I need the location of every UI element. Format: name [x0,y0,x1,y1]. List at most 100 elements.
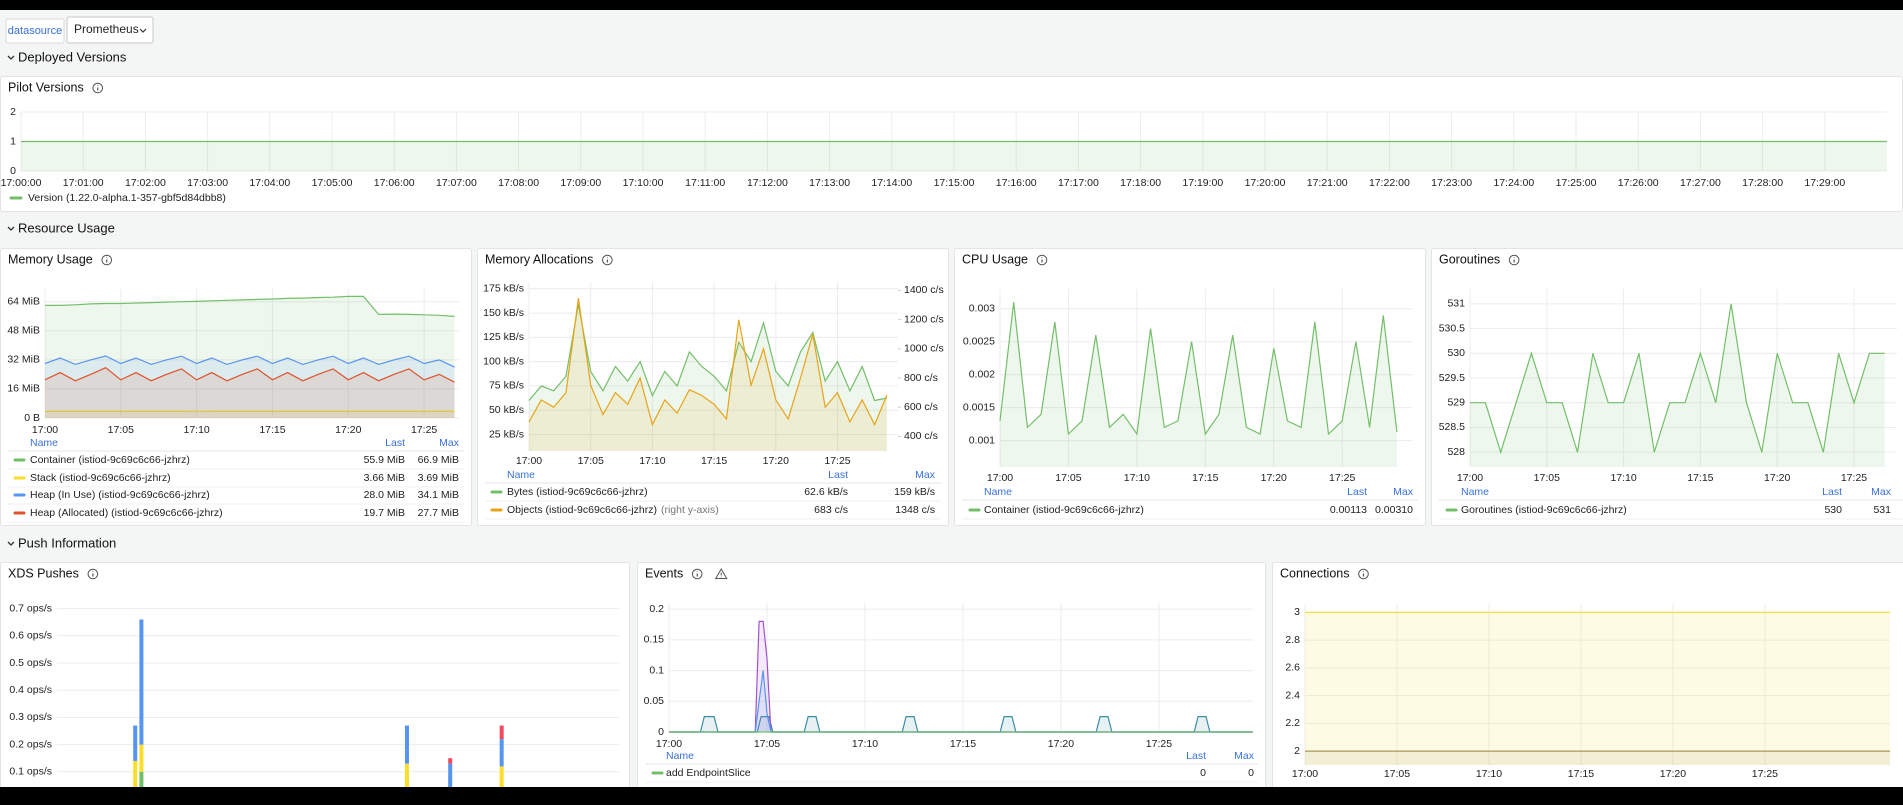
x-tick-label: 17:02:00 [125,177,166,189]
x-tick-label: 17:15 [1192,472,1218,484]
panel [954,248,1426,526]
x-tick-label: 17:20 [1261,472,1287,484]
y-tick-label: 0.002 [969,368,995,380]
x-tick-label: 17:21:00 [1307,177,1348,189]
warning-icon [714,568,728,579]
legend-max: 0.00310 [1375,504,1413,516]
x-tick-label: 17:15 [950,738,976,750]
x-tick-label: 17:25:00 [1556,177,1597,189]
series-area [45,356,455,418]
x-tick-label: 17:20:00 [1245,177,1286,189]
x-tick-label: 17:16:00 [996,177,1037,189]
panel [0,562,630,805]
series-area [529,304,887,451]
x-tick-label: 17:23:00 [1431,177,1472,189]
x-tick-label: 17:20 [335,424,361,436]
x-tick-label: 17:10 [184,424,210,436]
y2-tick-label: 1400 c/s [904,284,944,296]
legend-label: Heap (In Use) (istiod-9c69c6c66-jzhrz) [30,489,210,501]
bar-segment [448,758,453,764]
y-tick-label: 530 [1447,347,1465,359]
x-tick-label: 17:25 [411,424,437,436]
legend-header: Last [1186,750,1206,762]
panel [637,562,1266,805]
series-area [1305,751,1890,765]
x-tick-label: 17:04:00 [249,177,290,189]
row-chevron [7,226,15,231]
x-tick-label: 17:05 [754,738,780,750]
row-chevron [7,541,15,546]
x-tick-label: 17:05 [1534,472,1560,484]
x-tick-label: 17:15 [1568,768,1594,780]
row-title: Push Information [18,535,116,550]
y-tick-label: 531 [1447,298,1465,310]
legend-header: Max [439,437,460,449]
x-tick-label: 17:10 [1610,472,1636,484]
bar-segment [499,739,504,767]
y-tick-label: 0.6 ops/s [9,630,52,642]
x-tick-label: 17:10 [639,455,665,467]
bar-segment [139,619,144,745]
y-tick-label: 125 kB/s [483,331,524,343]
y-tick-label: 1 [10,135,16,147]
legend-max: 159 kB/s [894,486,935,498]
x-tick-label: 17:18:00 [1120,177,1161,189]
variable-dropdown[interactable] [66,16,154,44]
x-tick-label: 17:00 [987,472,1013,484]
legend-header: Name [30,437,58,449]
y2-tick-label: 600 c/s [904,401,938,413]
legend-header: Max [1234,750,1255,762]
legend-header: Name [507,469,535,481]
legend-header: Last [1822,486,1842,498]
x-tick-label: 17:05 [108,424,134,436]
legend-label: Heap (Allocated) (istiod-9c69c6c66-jzhrz… [30,507,223,519]
y-tick-label: 175 kB/s [483,283,524,295]
legend-last: 530 [1824,504,1842,516]
y-tick-label: 32 MiB [7,354,40,366]
info-icon [1358,568,1369,580]
info-icon [1036,254,1048,266]
y-tick-label: 0.2 ops/s [9,738,52,750]
x-tick-label: 17:20 [763,455,789,467]
x-tick-label: 17:10 [1124,472,1150,484]
variable-label-box [5,18,65,44]
series-area [45,367,455,418]
y-tick-label: 2.8 [1285,634,1300,646]
x-tick-label: 17:14:00 [871,177,912,189]
legend-max: 531 [1873,504,1891,516]
series-line [44,355,455,368]
info-icon [87,568,99,580]
y-tick-label: 0.7 ops/s [9,602,52,614]
y-tick-label: 150 kB/s [483,307,524,319]
legend-last: 683 c/s [814,504,848,516]
x-tick-label: 17:00 [516,455,542,467]
legend-axis-note: (right y-axis) [661,504,719,516]
y-tick-label: 0.1 [649,664,664,676]
x-tick-label: 17:15 [1687,472,1713,484]
legend-max: 3.69 MiB [418,472,459,484]
variable-value[interactable]: Prometheus [74,22,139,36]
x-tick-label: 17:20 [1764,472,1790,484]
series-area [529,298,887,451]
panel [0,248,472,526]
y-tick-label: 0 B [24,412,40,424]
series-area [21,141,1887,171]
panel [477,248,949,526]
x-tick-label: 17:00 [32,424,58,436]
y-tick-label: 2 [10,106,16,118]
legend-max: 1348 c/s [895,504,935,516]
y-tick-label: 0.5 ops/s [9,657,52,669]
info-icon [101,254,113,266]
legend-max: 0 [1248,767,1254,779]
x-tick-label: 17:26:00 [1618,177,1659,189]
x-tick-label: 17:09:00 [560,177,601,189]
bar-segment [139,771,144,799]
x-tick-label: 17:08:00 [498,177,539,189]
y-tick-label: 0.05 [644,695,665,707]
y-tick-label: 2.4 [1285,689,1300,701]
legend-header: Name [666,750,694,762]
bar-segment [404,763,409,791]
series-area [45,296,455,418]
row-chevron [7,55,15,60]
